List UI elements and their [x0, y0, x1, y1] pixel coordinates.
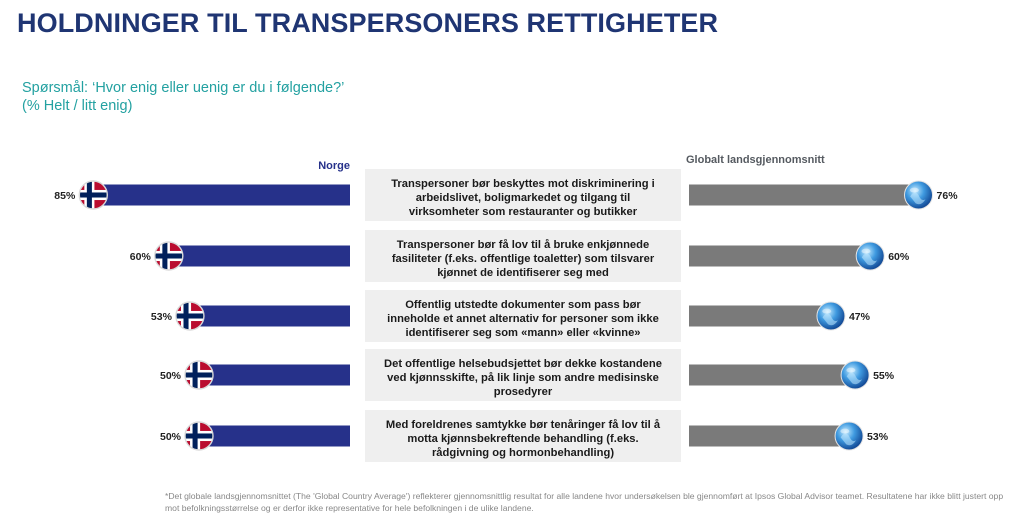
- globe-icon: [904, 180, 934, 210]
- norway-bar: [199, 364, 350, 386]
- norway-bar: [168, 245, 350, 267]
- statement-line: inneholde et annet alternativ for person…: [387, 313, 659, 325]
- statement-line: virksomheter som restauranter og butikke…: [409, 206, 638, 218]
- global-bar: [689, 245, 871, 267]
- globe-icon: [840, 360, 870, 390]
- norway-value-label: 50%: [160, 370, 182, 382]
- statement-box: [365, 410, 681, 462]
- norway-bar: [189, 305, 350, 327]
- page-title: HOLDNINGER TIL TRANSPERSONERS RETTIGHETE…: [17, 8, 719, 38]
- statement-line: Transpersoner bør få lov til å bruke enk…: [397, 239, 649, 251]
- statement-line: motta kjønnsbekreftende behandling (f.ek…: [407, 433, 638, 445]
- norway-value-label: 85%: [54, 190, 76, 202]
- global-bar: [689, 184, 919, 206]
- global-value-label: 53%: [867, 431, 889, 443]
- statement-line: Det offentlige helsebudsjettet bør dekke…: [384, 358, 662, 370]
- statement-text: Transpersoner bør beskyttes mot diskrimi…: [391, 178, 655, 218]
- norway-flag-icon: [78, 180, 109, 210]
- norway-value-label: 60%: [130, 251, 152, 263]
- question-text: Spørsmål: ‘Hvor enig eller uenig er du i…: [22, 80, 345, 96]
- statement-text: Offentlig utstedte dokumenter som pass b…: [387, 299, 659, 339]
- global-value-label: 55%: [873, 370, 895, 382]
- global-bar: [689, 425, 850, 447]
- footnote: *Det globale landsgjennomsnittet (The 'G…: [165, 491, 1004, 513]
- global-value-label: 60%: [888, 251, 910, 263]
- globe-icon: [855, 241, 885, 271]
- norway-flag-icon: [184, 421, 214, 451]
- norway-flag-icon: [184, 360, 214, 390]
- norway-value-label: 50%: [160, 431, 182, 443]
- globe-icon: [834, 421, 864, 451]
- norway-bar: [199, 425, 350, 447]
- statement-line: kjønnet de identifiserer seg med: [437, 267, 609, 279]
- question-subtext: (% Helt / litt enig): [22, 98, 133, 114]
- global-series-label: Globalt landsgjennomsnitt: [686, 154, 825, 166]
- norway-bar: [93, 184, 351, 206]
- statement-line: rådgivning og hormonbehandling): [432, 447, 614, 459]
- statement-box: [365, 169, 681, 221]
- norway-series-label: Norge: [318, 160, 350, 172]
- global-value-label: 76%: [937, 190, 959, 202]
- statement-box: [365, 349, 681, 401]
- statement-line: Med foreldrenes samtykke bør tenåringer …: [386, 419, 661, 431]
- norway-flag-icon: [175, 301, 205, 331]
- statement-text: Med foreldrenes samtykke bør tenåringer …: [386, 419, 661, 459]
- statement-box: [365, 290, 681, 342]
- global-bar: [689, 305, 831, 327]
- statement-text: Transpersoner bør få lov til å bruke enk…: [392, 239, 655, 279]
- statement-line: Offentlig utstedte dokumenter som pass b…: [405, 299, 641, 311]
- statement-text: Det offentlige helsebudsjettet bør dekke…: [384, 358, 662, 398]
- global-bar: [689, 364, 856, 386]
- globe-icon: [816, 301, 846, 331]
- global-value-label: 47%: [849, 311, 871, 323]
- statement-line: fasiliteter (f.eks. offentlige toaletter…: [392, 253, 655, 265]
- norway-flag-icon: [154, 241, 184, 271]
- statement-line: prosedyrer: [494, 386, 553, 398]
- statement-line: ved kjønnsskifte, på lik linje som andre…: [387, 372, 659, 384]
- norway-value-label: 53%: [151, 311, 173, 323]
- statement-box: [365, 230, 681, 282]
- statement-line: Transpersoner bør beskyttes mot diskrimi…: [391, 178, 655, 190]
- statement-line: arbeidslivet, boligmarkedet og tilgang t…: [416, 192, 630, 204]
- statement-line: identifiserer seg som «mann» eller «kvin…: [405, 327, 640, 339]
